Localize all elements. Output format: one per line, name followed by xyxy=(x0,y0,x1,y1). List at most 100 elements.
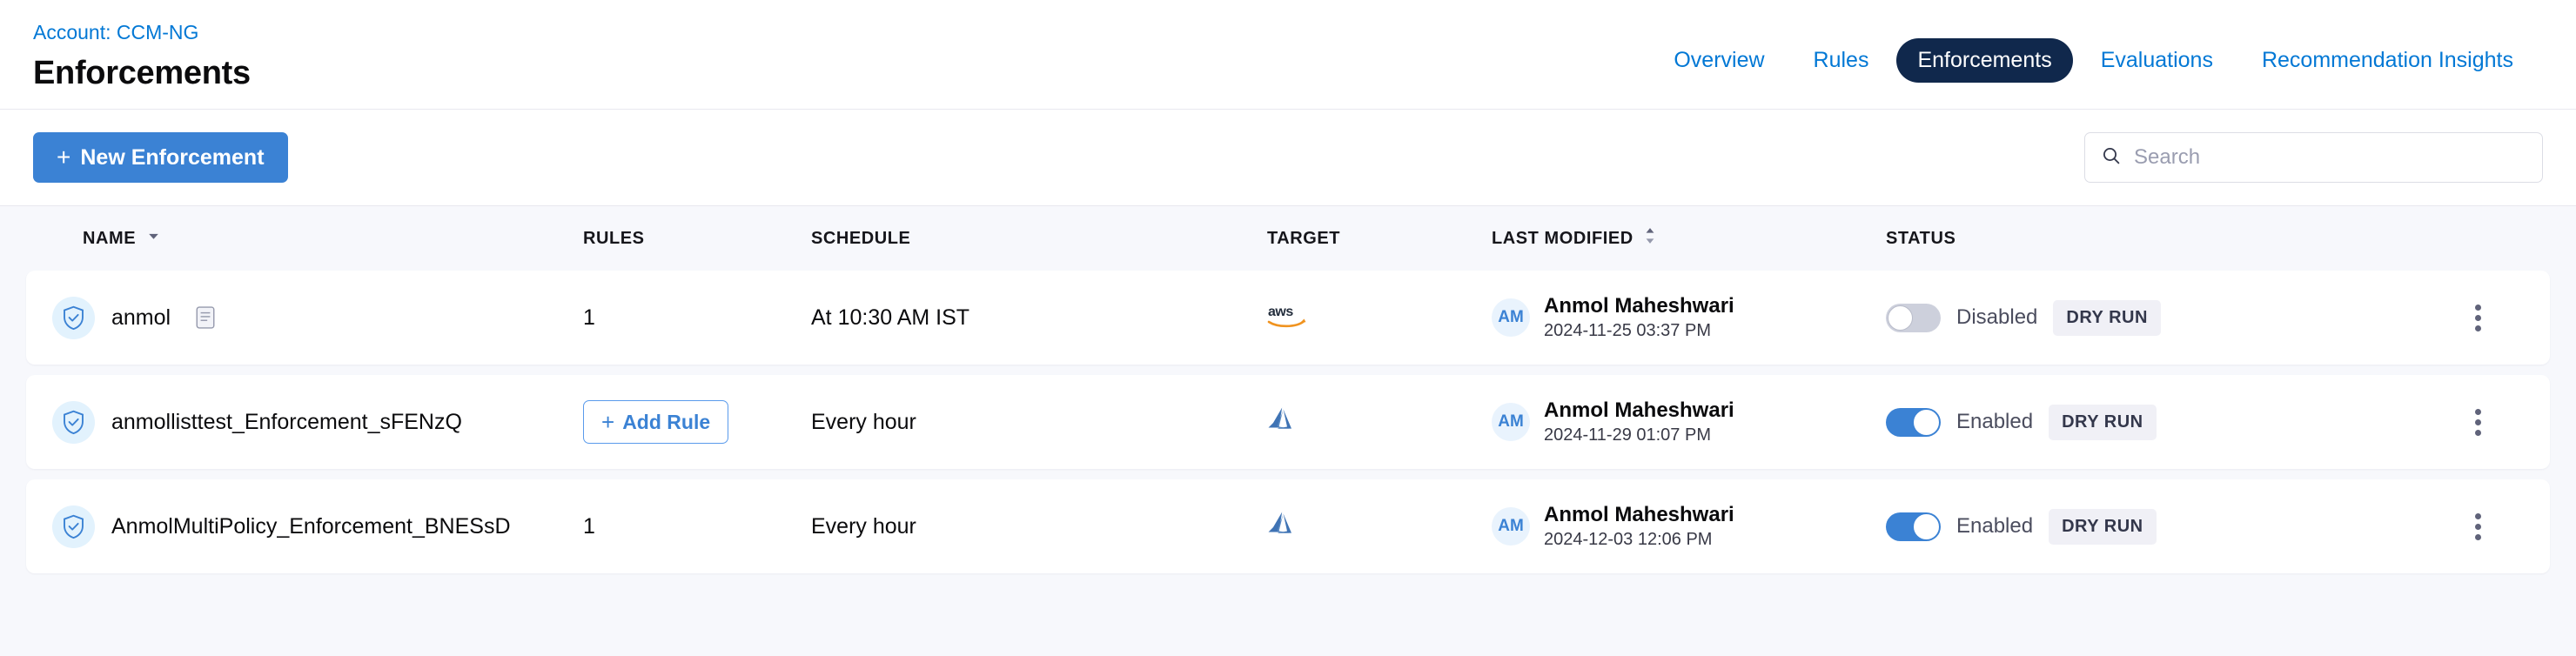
column-header-name[interactable]: NAME xyxy=(33,229,583,249)
add-rule-button[interactable]: + Add Rule xyxy=(583,400,729,444)
page-title: Enforcements xyxy=(33,54,251,91)
row-schedule-cell: Every hour xyxy=(811,514,1267,539)
row-menu-kebab-icon[interactable] xyxy=(2457,505,2499,547)
add-rule-label: Add Rule xyxy=(622,410,711,433)
kebab-dot xyxy=(2474,429,2481,436)
kebab-dot xyxy=(2474,325,2481,331)
row-rules-cell: 1 xyxy=(583,305,811,331)
row-name-label: anmollisttest_Enforcement_sFENzQ xyxy=(111,409,462,434)
plus-icon: + xyxy=(57,144,71,171)
row-schedule-cell: At 10:30 AM IST xyxy=(811,305,1267,331)
schedule-label: At 10:30 AM IST xyxy=(811,305,970,330)
column-header-schedule-label: SCHEDULE xyxy=(811,228,911,248)
table-row[interactable]: anmol 1 At 10:30 AM IST aws xyxy=(26,271,2550,365)
sort-desc-icon[interactable] xyxy=(146,229,161,249)
row-name-cell[interactable]: anmollisttest_Enforcement_sFENzQ xyxy=(33,400,583,444)
kebab-dot xyxy=(2474,304,2481,311)
row-name-label: anmol xyxy=(111,305,171,330)
kebab-dot xyxy=(2474,512,2481,519)
row-name-cell[interactable]: anmol xyxy=(33,296,583,339)
kebab-dot xyxy=(2474,533,2481,540)
shield-check-icon xyxy=(52,505,95,548)
svg-text:aws: aws xyxy=(1268,305,1293,319)
shield-check-icon xyxy=(52,400,95,444)
status-toggle[interactable] xyxy=(1886,303,1941,332)
dry-run-badge: DRY RUN xyxy=(2049,508,2157,545)
tab-overview[interactable]: Overview xyxy=(1674,48,1765,72)
column-header-rules-label: RULES xyxy=(583,228,645,248)
azure-icon xyxy=(1267,405,1298,439)
row-name-label: AnmolMultiPolicy_Enforcement_BNESsD xyxy=(111,513,511,539)
kebab-dot xyxy=(2474,408,2481,415)
status-label: Enabled xyxy=(1956,410,2034,433)
toggle-knob xyxy=(1914,409,1939,435)
account-breadcrumb-link[interactable]: Account: CCM-NG xyxy=(33,21,199,44)
column-header-status: STATUS xyxy=(1886,229,2434,249)
new-enforcement-label: New Enforcement xyxy=(80,144,265,170)
status-toggle[interactable] xyxy=(1886,512,1941,541)
tab-rules[interactable]: Rules xyxy=(1813,48,1869,72)
plus-icon: + xyxy=(601,409,615,435)
new-enforcement-button[interactable]: + New Enforcement xyxy=(33,132,288,183)
kebab-dot xyxy=(2474,418,2481,425)
table-row[interactable]: AnmolMultiPolicy_Enforcement_BNESsD 1 Ev… xyxy=(26,479,2550,573)
toggle-knob xyxy=(1888,305,1913,331)
row-rules-cell: 1 xyxy=(583,514,811,539)
row-name-cell[interactable]: AnmolMultiPolicy_Enforcement_BNESsD xyxy=(33,505,583,548)
last-modified-text: Anmol Maheshwari 2024-11-29 01:07 PM xyxy=(1544,398,1734,445)
table-row[interactable]: anmollisttest_Enforcement_sFENzQ + Add R… xyxy=(26,375,2550,469)
tab-enforcements[interactable]: Enforcements xyxy=(1896,38,2073,83)
last-modified-user: Anmol Maheshwari xyxy=(1544,294,1734,318)
row-menu-kebab-icon[interactable] xyxy=(2457,401,2499,443)
kebab-dot xyxy=(2474,523,2481,530)
row-target-cell xyxy=(1267,510,1492,544)
row-target-cell xyxy=(1267,405,1492,439)
azure-icon xyxy=(1267,510,1298,544)
row-actions-cell xyxy=(2434,401,2521,443)
sort-both-icon[interactable] xyxy=(1644,227,1656,250)
dry-run-badge: DRY RUN xyxy=(2049,404,2157,440)
last-modified-user: Anmol Maheshwari xyxy=(1544,398,1734,422)
tab-recommendation-insights[interactable]: Recommendation Insights xyxy=(2261,48,2513,72)
search-box[interactable] xyxy=(2084,132,2543,183)
column-header-target: TARGET xyxy=(1267,229,1492,249)
aws-icon: aws xyxy=(1267,302,1307,334)
schedule-label: Every hour xyxy=(811,513,916,539)
status-label: Enabled xyxy=(1956,514,2034,538)
row-actions-cell xyxy=(2434,297,2521,338)
row-status-cell: Disabled DRY RUN xyxy=(1886,299,2434,336)
column-header-last-modified[interactable]: LAST MODIFIED xyxy=(1492,227,1886,250)
avatar: AM xyxy=(1492,298,1530,337)
notes-icon[interactable] xyxy=(196,306,215,329)
row-last-modified-cell: AM Anmol Maheshwari 2024-11-25 03:37 PM xyxy=(1492,294,1886,341)
row-status-cell: Enabled DRY RUN xyxy=(1886,508,2434,545)
schedule-label: Every hour xyxy=(811,409,916,434)
tab-evaluations[interactable]: Evaluations xyxy=(2100,48,2213,72)
status-label: Disabled xyxy=(1956,305,2038,329)
search-input[interactable] xyxy=(2134,145,2526,170)
column-header-target-label: TARGET xyxy=(1267,228,1341,248)
toolbar: + New Enforcement xyxy=(0,110,2576,206)
avatar: AM xyxy=(1492,403,1530,441)
column-header-name-label: NAME xyxy=(83,228,137,248)
row-menu-kebab-icon[interactable] xyxy=(2457,297,2499,338)
last-modified-date: 2024-12-03 12:06 PM xyxy=(1544,530,1713,549)
avatar: AM xyxy=(1492,507,1530,546)
column-header-status-label: STATUS xyxy=(1886,228,1956,248)
kebab-dot xyxy=(2474,314,2481,321)
rules-count: 1 xyxy=(583,305,595,330)
main-nav-tabs: Overview Rules Enforcements Evaluations … xyxy=(1653,16,2543,83)
row-status-cell: Enabled DRY RUN xyxy=(1886,404,2434,440)
last-modified-user: Anmol Maheshwari xyxy=(1544,503,1734,526)
row-rules-cell: + Add Rule xyxy=(583,400,811,444)
column-header-last-modified-label: LAST MODIFIED xyxy=(1492,228,1633,248)
row-target-cell: aws xyxy=(1267,302,1492,334)
last-modified-date: 2024-11-25 03:37 PM xyxy=(1544,321,1711,340)
page-header: Account: CCM-NG Enforcements Overview Ru… xyxy=(0,0,2576,110)
header-left: Account: CCM-NG Enforcements xyxy=(33,16,251,92)
last-modified-text: Anmol Maheshwari 2024-12-03 12:06 PM xyxy=(1544,503,1734,550)
row-actions-cell xyxy=(2434,505,2521,547)
status-toggle[interactable] xyxy=(1886,407,1941,437)
enforcements-table: NAME RULES SCHEDULE TARGET LAST MODIFIED… xyxy=(0,206,2576,573)
row-last-modified-cell: AM Anmol Maheshwari 2024-11-29 01:07 PM xyxy=(1492,398,1886,445)
